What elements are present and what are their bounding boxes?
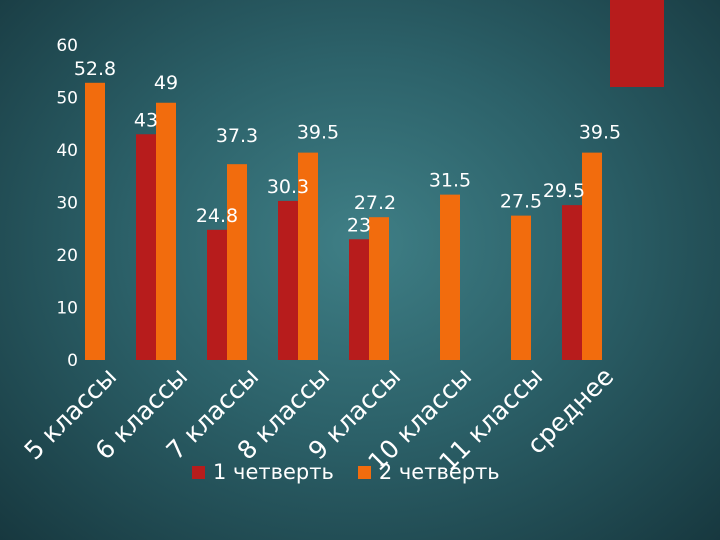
data-label-series-1-1: 43 (134, 109, 158, 131)
data-label-series-2-7: 39.5 (579, 122, 621, 144)
bar-series-2-6 (511, 215, 531, 360)
data-label-series-2-4: 27.2 (354, 192, 396, 214)
bar-series-1-2 (207, 229, 227, 360)
data-label-series-2-2: 37.3 (216, 125, 258, 147)
legend-item-series-1: 1 четверть (192, 460, 334, 484)
data-label-series-2-5: 31.5 (429, 170, 471, 192)
bar-series-1-4 (349, 239, 369, 360)
data-label-series-1-3: 30.3 (267, 176, 309, 198)
bar-series-1-1 (136, 134, 156, 360)
bar-series-2-4 (369, 217, 389, 360)
bar-series-2-7 (582, 152, 602, 360)
legend-item-series-2: 2 четверть (357, 460, 500, 484)
data-label-series-1-7: 29.5 (543, 180, 585, 202)
y-tick-label-0: 0 (67, 351, 78, 371)
bar-series-2-3 (298, 152, 318, 360)
y-tick-label-6: 60 (56, 36, 78, 56)
bar-series-2-2 (227, 164, 247, 360)
data-label-series-1-2: 24.8 (196, 205, 238, 227)
y-tick-label-1: 10 (56, 299, 78, 319)
y-tick-label-4: 40 (56, 141, 78, 161)
bar-series-1-3 (278, 200, 298, 360)
data-label-series-1-4: 23 (347, 214, 371, 236)
bar-series-2-1 (156, 102, 176, 360)
bar-series-1-7 (562, 205, 582, 360)
y-tick-label-3: 30 (56, 194, 78, 214)
corner-decoration (610, 0, 664, 87)
legend-swatch-series-1 (192, 465, 205, 479)
data-label-series-2-1: 49 (154, 72, 178, 94)
legend-label-series-2: 2 четверть (378, 460, 500, 484)
y-tick-label-2: 20 (56, 246, 78, 266)
bar-series-2-0 (85, 82, 105, 361)
data-label-series-2-6: 27.5 (500, 191, 542, 213)
legend-swatch-series-2 (357, 465, 371, 479)
y-tick-label-5: 50 (56, 89, 78, 109)
data-label-series-2-3: 39.5 (297, 122, 339, 144)
data-label-series-2-0: 52.8 (74, 58, 116, 80)
chart-legend: 1 четверть 2 четверть (192, 460, 524, 484)
legend-label-series-1: 1 четверть (213, 460, 334, 484)
bar-series-2-5 (440, 194, 460, 360)
